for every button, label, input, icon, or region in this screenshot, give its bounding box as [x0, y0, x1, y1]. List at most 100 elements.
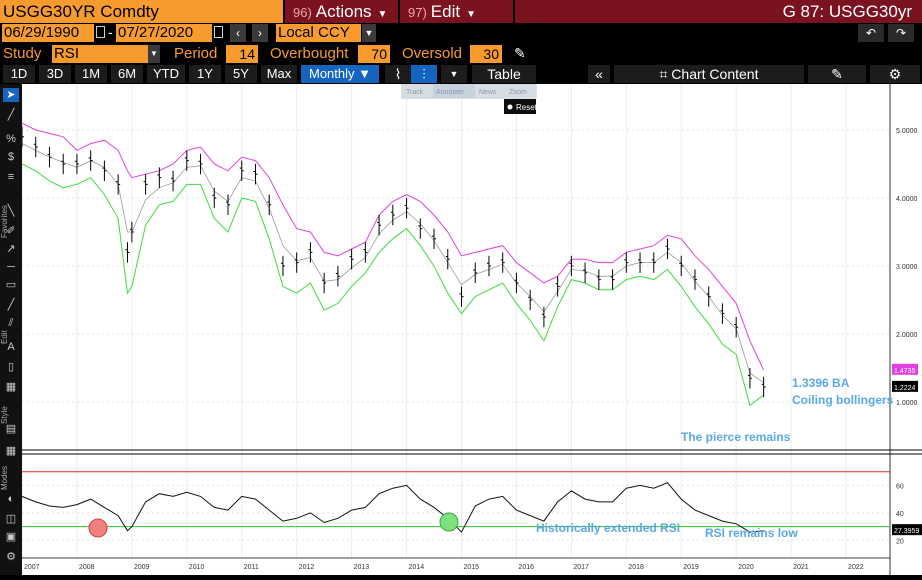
range-max[interactable]: Max [261, 65, 297, 83]
price-tick-label: 3.0000 [896, 264, 918, 271]
edit-chart-icon[interactable]: ✎ [808, 65, 866, 83]
chart-grid [21, 84, 890, 558]
range-6m[interactable]: 6M [111, 65, 143, 83]
x-tick-label: 2011 [244, 564, 259, 571]
reset-label: Reset [516, 103, 538, 112]
x-tick-label: 2014 [409, 564, 425, 571]
style-tool-icon[interactable]: ▦ [5, 381, 17, 393]
actions-menu[interactable]: 96) Actions ▼ [285, 0, 398, 23]
range-3d[interactable]: 3D [39, 65, 71, 83]
page-title: G 87: USGG30yr [515, 0, 922, 23]
calendar-icon[interactable] [214, 26, 223, 38]
x-tick-label: 2009 [134, 564, 150, 571]
x-tick-label: 2019 [683, 564, 699, 571]
actions-menu-number: 96) [293, 5, 312, 20]
last-rsi-value: 27.3959 [894, 528, 919, 535]
dollar-tool-icon[interactable]: $ [7, 151, 15, 163]
overbought-input[interactable]: 70 [358, 45, 390, 63]
title-bar: USGG30YR Comdty 96) Actions ▼ 97) Edit ▼ G 8… [0, 0, 922, 23]
x-tick-label: 2018 [628, 564, 644, 571]
style-label: Style [0, 406, 9, 424]
end-date-field[interactable]: 07/27/2020 [116, 24, 212, 42]
rsi-highlight-green [439, 512, 459, 532]
chart-content-button[interactable]: ⌗ Chart Content [614, 65, 804, 83]
ruler-icon[interactable]: ▤ [5, 423, 17, 435]
annotation-pierce: The pierce remains [681, 430, 791, 444]
brush-tool-icon[interactable]: ✐ [6, 225, 16, 237]
x-tick-label: 2020 [738, 564, 754, 571]
range-5y[interactable]: 5Y [225, 65, 257, 83]
ray-tool-icon[interactable]: ╲ [7, 205, 15, 217]
annotation-price-2: Coiling bollingers [792, 393, 894, 407]
oversold-input[interactable]: 30 [470, 45, 502, 63]
middle-band-line [21, 143, 764, 383]
frequency-label: Monthly [308, 66, 355, 81]
x-tick-label: 2017 [573, 564, 589, 571]
line-chart-icon[interactable]: ⌇ [385, 65, 411, 83]
mode-icon[interactable]: ◐ [7, 493, 15, 505]
fib-tool-icon[interactable]: ≡ [7, 171, 15, 183]
axis-labels: 5.0000 4.0000 3.0000 2.0000 1.0000 60 40 20 2007… [24, 128, 922, 571]
news-button [475, 84, 505, 98]
range-1d[interactable]: 1D [3, 65, 35, 83]
range-1y[interactable]: 1Y [189, 65, 221, 83]
cursor-icon[interactable]: ➤ [3, 88, 19, 102]
x-tick-label: 2013 [354, 564, 370, 571]
x-tick-label: 2008 [79, 564, 95, 571]
calendar-icon[interactable] [96, 26, 105, 38]
pencil-icon[interactable]: ✎ [514, 45, 526, 61]
channel-tool-icon[interactable]: ⫽ [8, 317, 14, 329]
chart-svg[interactable]: 5.0000 4.0000 3.0000 2.0000 1.0000 60 40 20 2007… [20, 83, 922, 575]
compare-icon[interactable]: ◫ [5, 513, 17, 525]
gear-icon[interactable]: ⚙ [870, 65, 920, 83]
chevron-down-icon[interactable]: ▼ [441, 65, 467, 83]
arrow-tool-icon[interactable]: ↗ [6, 243, 16, 255]
frequency-select[interactable]: Monthly ▼ [301, 65, 379, 83]
next-period-button[interactable]: › [252, 24, 268, 42]
line-tool-icon[interactable]: ╱ [7, 109, 15, 121]
range-ytd[interactable]: YTD [147, 65, 185, 83]
chevron-down-icon[interactable]: ▼ [148, 45, 160, 63]
percent-tool-icon[interactable]: % [6, 133, 16, 145]
text-tool-icon[interactable]: A [7, 341, 15, 353]
currency-select[interactable]: Local CCY [276, 24, 361, 42]
last-price-tag [892, 380, 918, 392]
prev-period-button[interactable]: ‹ [230, 24, 246, 42]
range-1m[interactable]: 1M [75, 65, 107, 83]
table-button[interactable]: Table [472, 65, 536, 83]
study-label: Study [3, 45, 42, 62]
chevron-down-icon: ▼ [466, 9, 476, 20]
start-date-field[interactable]: 06/29/1990 [2, 24, 94, 42]
chevron-down-icon: ▼ [377, 9, 388, 20]
chart-content-icon: ⌗ [659, 66, 668, 82]
zoom-button [505, 84, 536, 98]
annotation-price-1: 1.3396 BA [792, 376, 850, 390]
rsi-line [21, 482, 764, 533]
study-select[interactable]: RSI [52, 45, 148, 63]
bar-chart-icon[interactable]: ⫶ [411, 65, 437, 83]
collapse-icon[interactable]: « [588, 65, 610, 83]
redo-icon[interactable]: ↷ [888, 24, 914, 42]
eraser-tool-icon[interactable]: ▯ [7, 361, 15, 373]
study-bar: Study RSI ▼ Period 14 Overbought 70 Over… [0, 43, 922, 64]
rsi-tick-label: 40 [896, 511, 904, 518]
trend-tool-icon[interactable]: ╱ [7, 299, 15, 311]
settings-icon[interactable]: ⚙ [6, 551, 16, 563]
rect-tool-icon[interactable]: ▭ [5, 279, 17, 291]
lower-band-line [21, 163, 764, 407]
security-ticker[interactable]: USGG30YR Comdty [0, 0, 283, 23]
chevron-down-icon[interactable]: ▼ [362, 24, 376, 42]
news-label: News [479, 89, 497, 96]
undo-icon[interactable]: ↶ [858, 24, 884, 42]
overbought-label: Overbought [270, 45, 349, 62]
x-tick-label: 2016 [518, 564, 534, 571]
grid-icon[interactable]: ▦ [5, 445, 17, 457]
reset-icon [507, 104, 513, 110]
edit-menu[interactable]: 97) Edit ▼ [400, 0, 513, 23]
news-icon[interactable]: ▣ [5, 531, 17, 543]
chart-area[interactable]: 5.0000 4.0000 3.0000 2.0000 1.0000 60 40 20 2007… [20, 83, 922, 575]
period-input[interactable]: 14 [226, 45, 258, 63]
date-separator: - [108, 24, 113, 40]
reset-button [504, 99, 536, 114]
hline-tool-icon[interactable]: ─ [7, 261, 15, 273]
